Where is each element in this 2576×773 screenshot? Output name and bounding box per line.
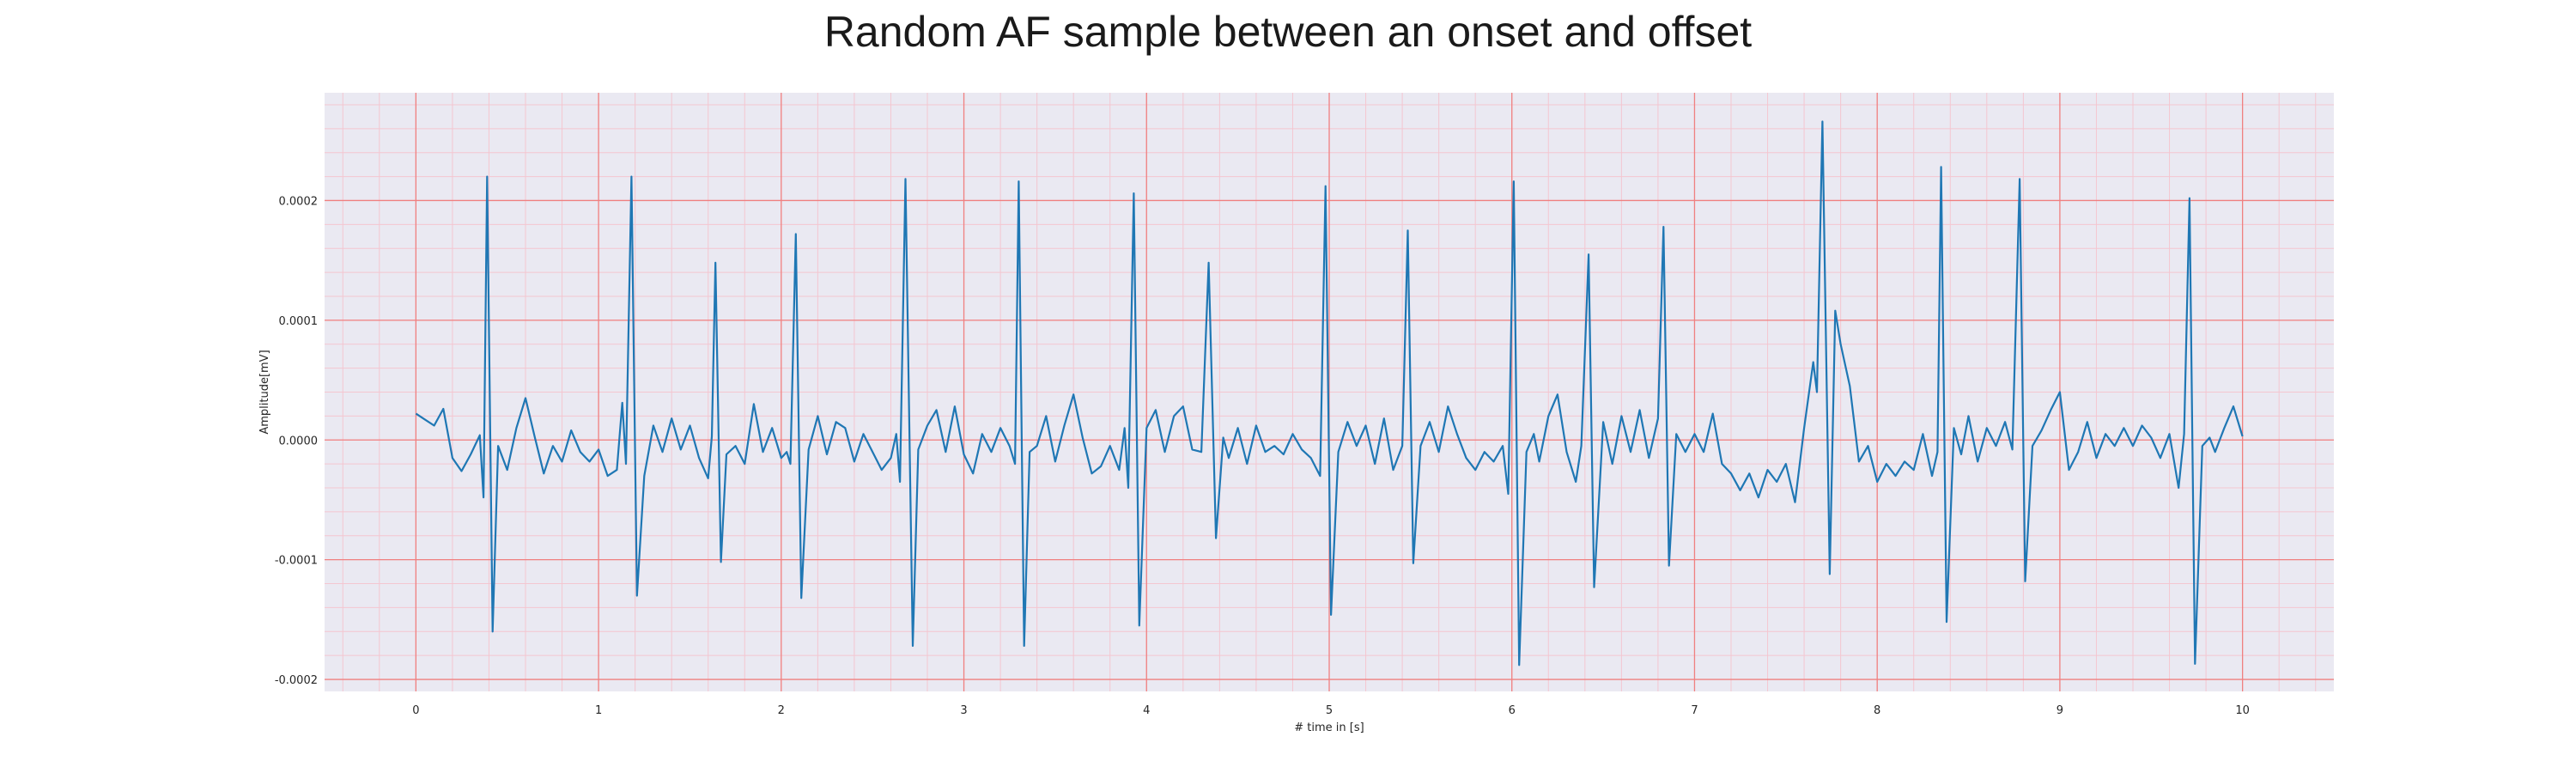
x-tick-label: 2 xyxy=(778,704,785,717)
x-tick-label: 7 xyxy=(1691,704,1698,717)
y-tick-label: 0.0002 xyxy=(279,195,319,208)
chart-title: Random AF sample between an onset and of… xyxy=(823,8,1753,56)
x-tick-label: 3 xyxy=(960,704,967,717)
x-tick-label: 10 xyxy=(2235,704,2250,717)
y-tick-label: -0.0002 xyxy=(275,674,318,687)
x-axis-label: # time in [s] xyxy=(1294,721,1364,734)
y-tick-label: 0.0000 xyxy=(279,435,319,447)
x-tick-label: 9 xyxy=(2057,704,2063,717)
x-tick-labels: 0 1 2 3 4 5 6 7 8 9 10 xyxy=(412,704,2250,717)
x-tick-label: 1 xyxy=(595,704,602,717)
y-tick-label: 0.0001 xyxy=(279,315,319,328)
y-tick-label: -0.0001 xyxy=(275,555,318,568)
x-tick-label: 4 xyxy=(1143,704,1150,717)
x-tick-label: 6 xyxy=(1509,704,1516,717)
major-grid xyxy=(325,93,2334,691)
x-tick-label: 5 xyxy=(1326,704,1333,717)
series-line xyxy=(415,120,2244,666)
x-tick-label: 0 xyxy=(412,704,419,717)
y-tick-labels: -0.0002 -0.0001 0.0000 0.0001 0.0002 xyxy=(275,195,318,687)
x-tick-label: 8 xyxy=(1874,704,1880,717)
y-axis-label: Amplitude[mV] xyxy=(258,350,271,434)
